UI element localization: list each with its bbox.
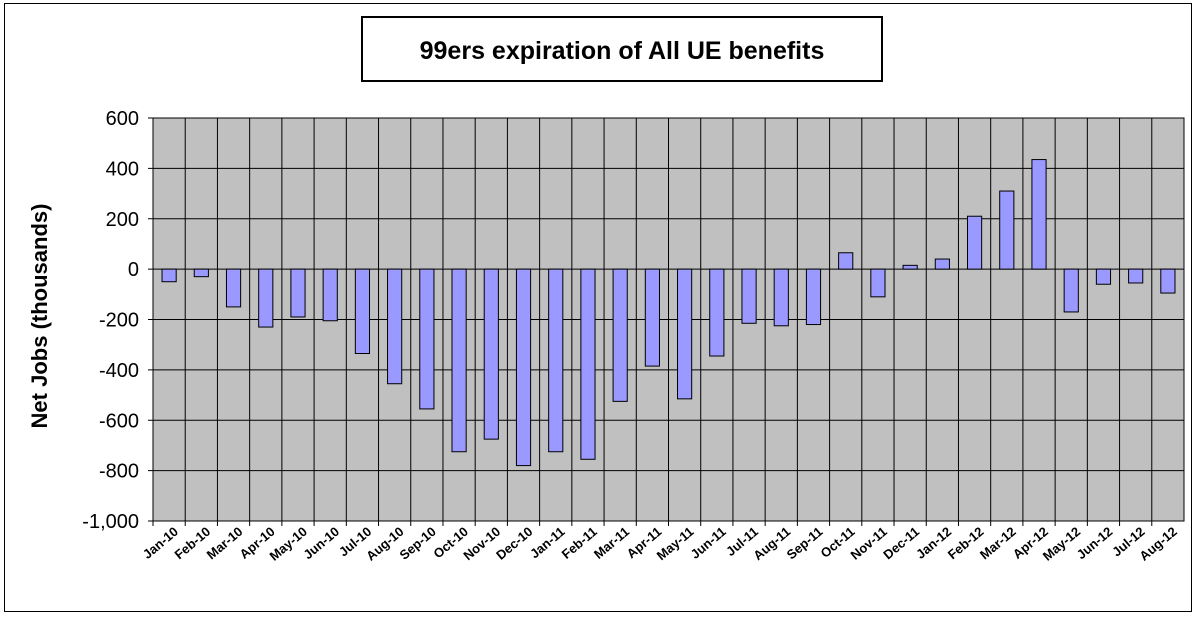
y-axis-title: Net Jobs (thousands) [27,204,52,429]
x-tick-label: May-11 [654,524,697,563]
bar-nov-11 [870,268,886,298]
chart-title-box [361,16,883,82]
bar-feb-12 [966,215,983,270]
bar-apr-12 [1031,159,1047,270]
chart-frame: 99ers expiration of All UE benefits Net … [4,3,1192,612]
x-tick-label: Feb-12 [945,524,987,562]
y-tick-label: 0 [128,259,139,281]
bar-mar-11 [612,268,628,402]
x-tick-label: Feb-11 [559,524,600,562]
bar-dec-11 [902,264,918,270]
bar-may-10 [290,268,306,318]
plot-area: 6004002000-200-400-600-800-1,000Jan-10Fe… [82,108,1185,564]
x-tick-label: Aug-11 [750,524,793,563]
x-tick-label: Nov-11 [848,524,890,563]
y-tick-label: 400 [106,158,139,180]
bar-mar-12 [999,190,1015,270]
bar-may-12 [1063,268,1079,313]
x-tick-label: Mar-11 [591,524,632,562]
y-tick-label: -400 [99,360,139,382]
bar-dec-10 [515,268,532,467]
bar-oct-10 [451,268,467,453]
bar-jul-10 [354,268,371,355]
x-tick-label: Jun-10 [300,524,342,562]
bar-mar-10 [225,268,242,308]
x-tick-label: Feb-10 [172,524,214,562]
chart-title: 99ers expiration of All UE benefits [420,37,825,65]
x-tick-label: Mar-12 [977,524,1019,562]
x-tick-label: Jun-11 [688,524,729,562]
x-tick-label: Mar-10 [204,524,246,562]
bar-aug-12 [1160,268,1176,294]
y-tick-label: -1,000 [82,511,139,533]
bar-apr-10 [258,268,274,328]
bar-aug-10 [387,268,403,385]
bar-feb-10 [193,268,209,278]
x-tick-label: Dec-11 [880,524,922,562]
bar-apr-11 [644,268,660,367]
x-tick-label: Nov-10 [460,524,503,563]
bar-aug-11 [773,268,789,327]
bar-jun-12 [1095,268,1112,285]
bar-jun-10 [322,268,338,322]
bar-jul-12 [1128,268,1144,284]
y-tick-label: 200 [106,209,139,231]
x-tick-label: Jan-11 [527,524,568,562]
bar-sep-11 [805,268,822,326]
bar-nov-10 [483,268,499,440]
x-tick-label: Sep-11 [784,524,826,562]
x-tick-label: Jun-12 [1074,524,1116,562]
bar-feb-11 [580,268,596,460]
x-tick-label: Sep-10 [396,524,438,563]
bar-oct-11 [838,252,854,270]
bar-chart: 99ers expiration of All UE benefits Net … [27,16,1185,564]
y-tick-label: 600 [106,108,139,130]
y-tick-label: -600 [99,410,139,432]
bar-jan-12 [934,258,950,270]
bar-sep-10 [419,268,435,410]
bar-jun-11 [709,268,725,357]
bar-jul-11 [741,268,757,324]
bar-jan-11 [548,268,564,453]
y-tick-label: -200 [99,310,139,332]
bar-jan-10 [161,268,177,283]
bar-may-11 [677,268,693,400]
y-tick-label: -800 [99,461,139,483]
x-tick-label: Dec-10 [493,524,535,563]
